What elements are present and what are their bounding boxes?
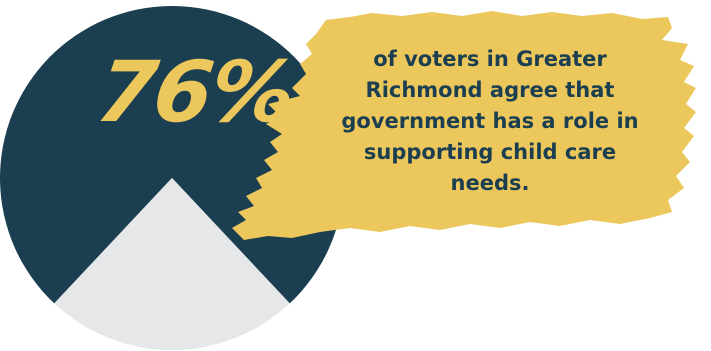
caption-text: of voters in Greater Richmond agree that… bbox=[341, 47, 639, 195]
percent-label: 76% bbox=[91, 43, 300, 141]
brush-stroke-shape bbox=[232, 11, 696, 240]
pie-slice-minority bbox=[54, 178, 290, 350]
